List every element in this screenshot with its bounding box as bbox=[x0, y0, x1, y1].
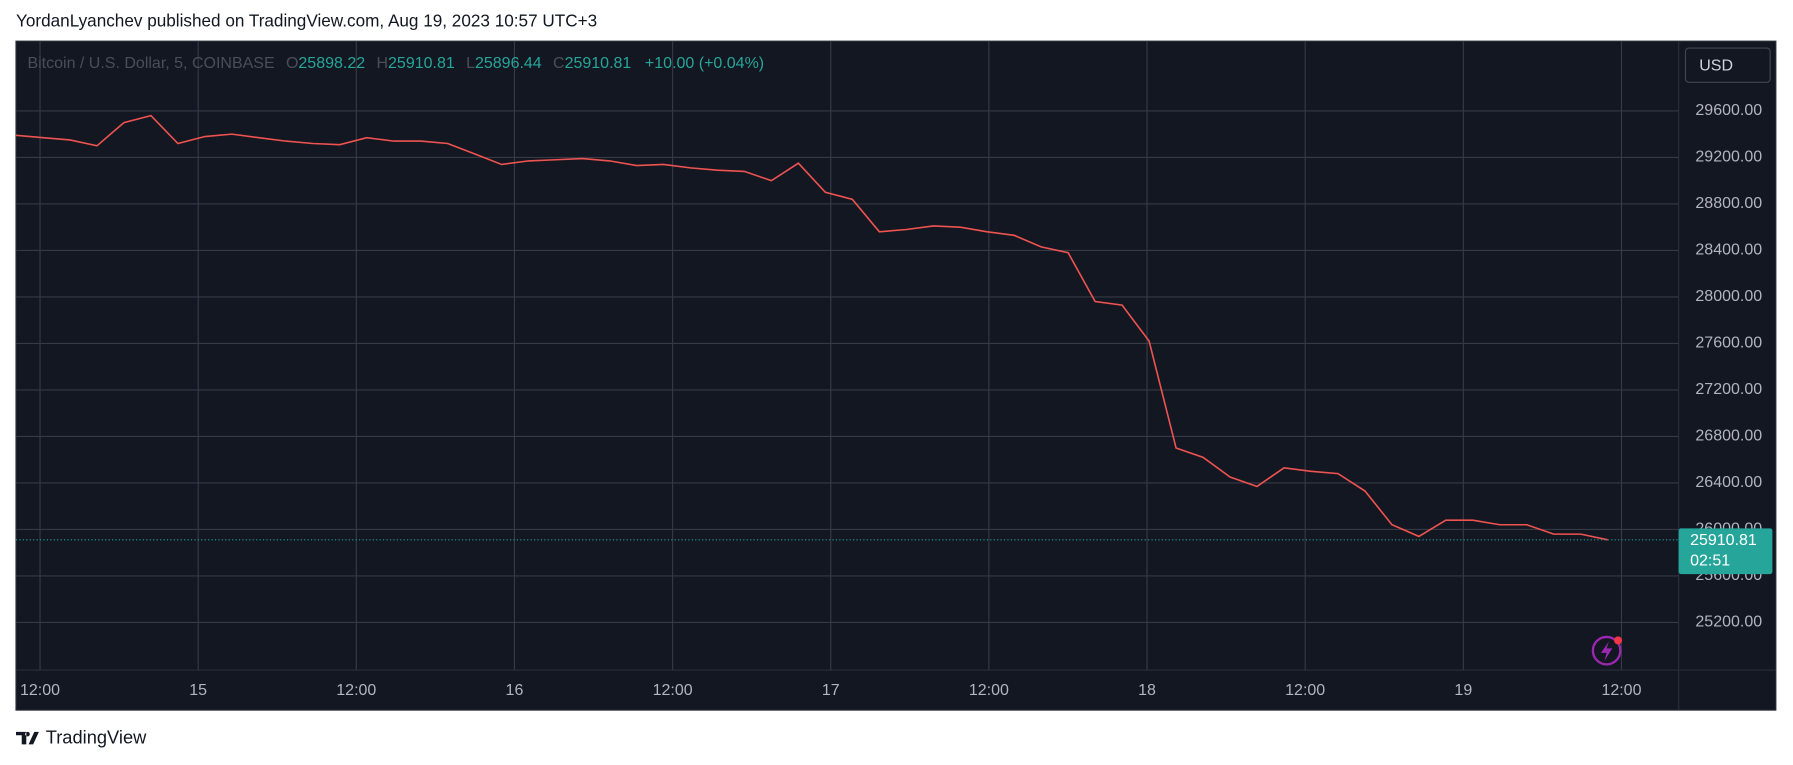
legend: Bitcoin / U.S. Dollar, 5, COINBASE O2589… bbox=[27, 55, 764, 72]
y-tick-label: 27600.00 bbox=[1695, 335, 1762, 352]
ohlc-value: 25898.22 bbox=[298, 55, 365, 72]
symbol: Bitcoin / U.S. Dollar, 5, COINBASE bbox=[27, 55, 274, 72]
price-tag bbox=[1678, 528, 1773, 575]
x-tick-label: 15 bbox=[189, 682, 207, 699]
header: YordanLyanchev published on TradingView.… bbox=[16, 10, 597, 30]
x-tick-label: 12:00 bbox=[20, 682, 60, 699]
y-tick-label: 25200.00 bbox=[1695, 614, 1762, 631]
bolt-icon[interactable] bbox=[1591, 635, 1623, 666]
y-tick-label: 29600.00 bbox=[1695, 102, 1762, 119]
ohlc-label: O bbox=[286, 55, 298, 72]
ohlc-value: 25896.44 bbox=[475, 55, 542, 72]
x-tick-label: 12:00 bbox=[653, 682, 693, 699]
x-tick-label: 19 bbox=[1454, 682, 1472, 699]
ohlc-label: L bbox=[466, 55, 475, 72]
currency-button[interactable] bbox=[1684, 47, 1771, 83]
y-tick-label: 28000.00 bbox=[1695, 288, 1762, 305]
x-tick-label: 16 bbox=[506, 682, 524, 699]
change: +10.00 (+0.04%) bbox=[645, 55, 764, 72]
x-tick-label: 12:00 bbox=[1601, 682, 1641, 699]
price-tag-value: 25910.81 bbox=[1690, 532, 1757, 549]
panel bbox=[15, 40, 1777, 711]
x-tick-label: 12:00 bbox=[969, 682, 1009, 699]
ohlc-label: C bbox=[553, 55, 565, 72]
y-tick-label: 27200.00 bbox=[1695, 381, 1762, 398]
x-tick-label: 12:00 bbox=[336, 682, 376, 699]
y-tick-label: 28400.00 bbox=[1695, 242, 1762, 259]
y-tick-label: 26800.00 bbox=[1695, 428, 1762, 445]
y-tick-label: 28800.00 bbox=[1695, 195, 1762, 212]
currency[interactable]: USD bbox=[1699, 58, 1733, 75]
brand: TradingView bbox=[46, 727, 147, 748]
ohlc-value: 25910.81 bbox=[388, 55, 455, 72]
brand-logo bbox=[16, 731, 39, 745]
ohlc-value: 25910.81 bbox=[565, 55, 632, 72]
x-tick-label: 12:00 bbox=[1285, 682, 1325, 699]
plot bbox=[15, 41, 1679, 671]
y-tick-label: 26400.00 bbox=[1695, 474, 1762, 491]
ohlc-label: H bbox=[376, 55, 388, 72]
y-tick-label: 29200.00 bbox=[1695, 149, 1762, 166]
x-tick-label: 18 bbox=[1138, 682, 1156, 699]
countdown: 02:51 bbox=[1690, 553, 1730, 570]
x-tick-label: 17 bbox=[822, 682, 840, 699]
price-line bbox=[15, 114, 1608, 541]
